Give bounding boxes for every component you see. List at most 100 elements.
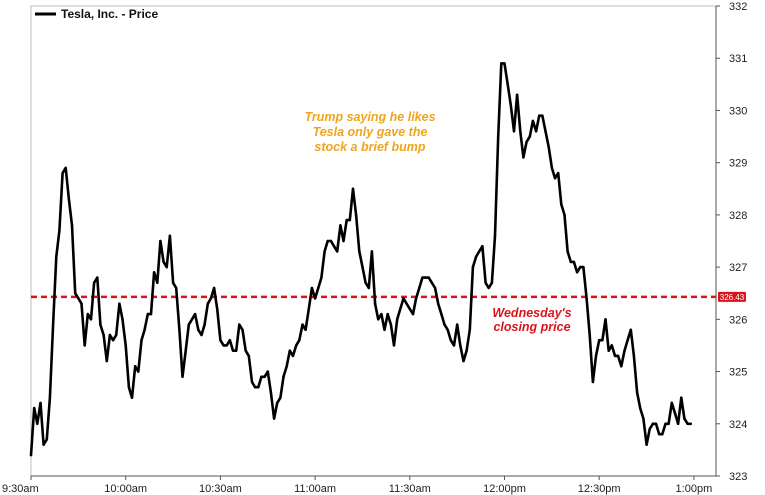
data-point	[613, 354, 617, 358]
data-point	[187, 323, 190, 326]
data-point	[228, 339, 232, 342]
data-point	[149, 312, 153, 316]
data-point	[178, 328, 181, 331]
data-point	[383, 328, 386, 331]
data-point	[553, 177, 557, 180]
data-point	[130, 396, 134, 399]
data-point	[276, 401, 279, 405]
data-point	[484, 281, 487, 284]
data-point	[257, 386, 260, 389]
data-point	[58, 229, 61, 232]
data-point	[61, 171, 64, 175]
data-point	[216, 307, 219, 311]
data-point	[99, 323, 102, 326]
data-point	[683, 417, 686, 420]
data-point	[642, 417, 645, 420]
data-point	[402, 297, 405, 300]
data-point	[443, 323, 446, 326]
data-point	[156, 281, 159, 284]
data-point	[70, 224, 74, 227]
data-point	[250, 380, 254, 384]
data-point	[588, 333, 591, 337]
data-point	[563, 213, 566, 217]
x-tick-label: 11:30am	[389, 483, 431, 495]
data-point	[392, 344, 396, 347]
data-point	[134, 365, 137, 368]
data-point	[317, 286, 320, 290]
data-point	[118, 302, 121, 305]
legend-label: Tesla, Inc. - Price	[61, 7, 158, 21]
data-point	[380, 312, 383, 316]
data-point	[92, 281, 96, 284]
reference-badge: 326.43	[718, 291, 746, 302]
data-point	[348, 218, 351, 222]
data-point	[212, 286, 216, 290]
data-point	[301, 323, 304, 326]
data-point	[620, 365, 623, 368]
data-point	[377, 318, 380, 321]
data-point	[329, 239, 333, 243]
data-point	[525, 140, 528, 143]
y-tick-label: 326	[729, 314, 747, 326]
data-point	[345, 218, 348, 222]
data-point	[83, 344, 86, 347]
data-point	[288, 349, 291, 352]
data-point	[522, 156, 525, 159]
data-point	[591, 380, 595, 384]
data-point	[456, 323, 459, 326]
annotation-trump-line-3: stock a brief bump	[314, 140, 425, 154]
data-point	[623, 349, 626, 352]
data-point	[253, 386, 257, 389]
data-point	[86, 312, 90, 316]
data-point	[272, 417, 276, 420]
data-point	[560, 203, 563, 206]
data-point	[105, 359, 109, 363]
data-point	[219, 339, 222, 342]
data-point	[497, 135, 500, 138]
data-point	[478, 250, 481, 253]
data-point	[452, 344, 456, 347]
data-point	[29, 453, 33, 457]
data-point	[190, 318, 194, 321]
annotation-trump-line-2: Tesla only gave the	[313, 125, 428, 139]
annotation-trump-line-1: Trump saying he likes	[304, 110, 435, 124]
data-point	[658, 433, 661, 436]
data-point	[115, 333, 118, 337]
data-point	[446, 328, 449, 331]
data-point	[193, 312, 197, 316]
data-point	[639, 406, 642, 410]
data-point	[304, 328, 307, 331]
data-point	[421, 276, 424, 279]
data-point	[140, 339, 143, 342]
data-point	[298, 339, 301, 342]
data-point	[686, 422, 689, 425]
data-point	[351, 187, 355, 190]
data-point	[320, 276, 323, 279]
data-point	[503, 62, 506, 65]
data-point	[121, 318, 124, 321]
data-point	[550, 166, 554, 170]
data-point	[48, 396, 52, 399]
data-point	[610, 344, 613, 347]
data-point	[449, 339, 452, 342]
data-point	[500, 62, 503, 65]
data-point	[124, 344, 127, 347]
data-point	[111, 339, 115, 342]
data-point	[64, 166, 67, 170]
data-point	[332, 245, 336, 248]
data-point	[538, 114, 541, 117]
data-point	[616, 354, 620, 358]
data-point	[108, 333, 112, 337]
data-point	[512, 130, 516, 133]
data-point	[310, 286, 314, 290]
series-points	[29, 62, 692, 457]
data-point	[544, 130, 547, 133]
data-point	[528, 135, 531, 138]
data-point	[364, 281, 367, 284]
data-point	[33, 406, 36, 410]
plot-frame	[30, 5, 717, 477]
data-point	[209, 297, 213, 300]
data-point	[594, 354, 598, 358]
data-point	[266, 370, 269, 373]
